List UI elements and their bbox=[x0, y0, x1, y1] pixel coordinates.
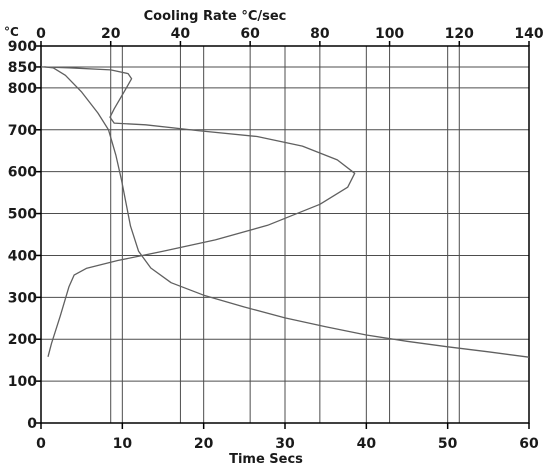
tick-label-rate: 60 bbox=[240, 26, 260, 42]
tick-marks bbox=[36, 41, 530, 429]
tick-label-temp: 900 bbox=[8, 39, 37, 55]
tick-label-time: 0 bbox=[36, 436, 46, 452]
tick-label-rate: 20 bbox=[101, 26, 121, 42]
grid bbox=[41, 46, 529, 423]
tick-label-temp: 0 bbox=[27, 416, 37, 432]
x-axis-title: Time Secs bbox=[229, 452, 303, 467]
tick-label-temp: 500 bbox=[8, 207, 37, 223]
cooling-rate-curve bbox=[40, 66, 356, 357]
tick-label-temp: 600 bbox=[8, 165, 37, 181]
tick-label-temp: 700 bbox=[8, 123, 37, 139]
tick-label-time: 60 bbox=[519, 436, 539, 452]
curves bbox=[40, 66, 530, 358]
tick-label-temp: 800 bbox=[8, 81, 37, 97]
tick-label-time: 50 bbox=[438, 436, 458, 452]
y-axis-unit: °C bbox=[4, 25, 19, 39]
tick-label-time: 30 bbox=[275, 436, 295, 452]
tick-label-rate: 140 bbox=[514, 26, 543, 42]
tick-label-rate: 120 bbox=[445, 26, 474, 42]
tick-label-rate: 40 bbox=[171, 26, 191, 42]
tick-label-temp: 400 bbox=[8, 248, 37, 264]
tick-label-rate: 80 bbox=[310, 26, 330, 42]
tick-label-temp: 100 bbox=[8, 374, 37, 390]
cooling-curve bbox=[44, 66, 530, 358]
tick-label-time: 40 bbox=[357, 436, 377, 452]
tick-label-rate: 100 bbox=[375, 26, 404, 42]
tick-label-temp: 200 bbox=[8, 332, 37, 348]
tick-label-rate: 0 bbox=[36, 26, 46, 42]
tick-label-time: 10 bbox=[113, 436, 133, 452]
tick-label-temp: 850 bbox=[8, 60, 37, 76]
tick-label-temp: 300 bbox=[8, 290, 37, 306]
tick-label-time: 20 bbox=[194, 436, 214, 452]
tick-labels: 0 10 20 30 40 50 600 20 40 60 80 100 120 140010020030… bbox=[8, 26, 544, 452]
top-axis-title: Cooling Rate °C/sec bbox=[144, 9, 287, 24]
